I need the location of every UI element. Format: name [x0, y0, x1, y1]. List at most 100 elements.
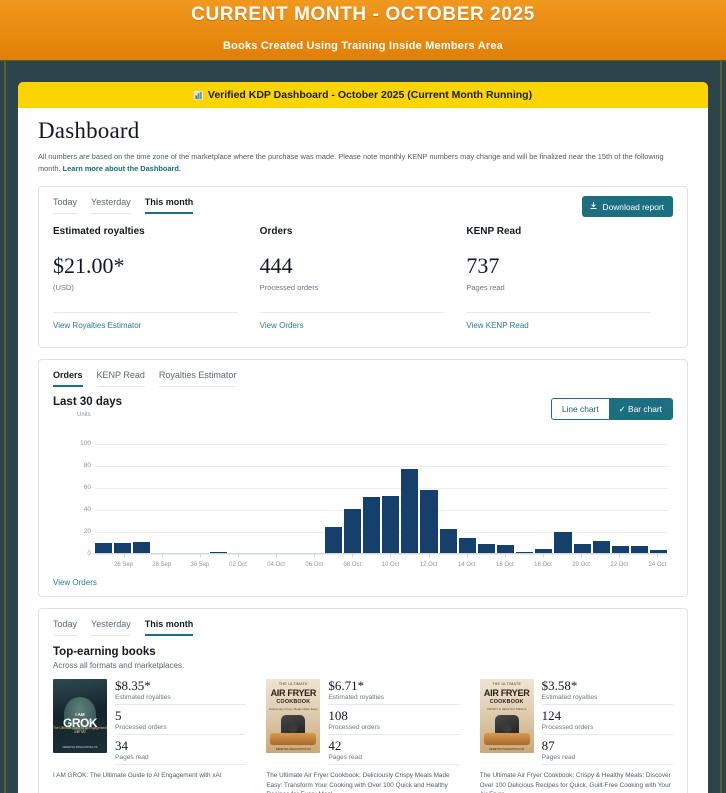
metric-estimated-royalties: Estimated royalties $21.00* (USD) View R…	[53, 226, 260, 333]
metric-value: 444	[259, 253, 293, 278]
chart-bar[interactable]	[362, 496, 381, 554]
tab-this-month[interactable]: This month	[144, 197, 193, 214]
books-subtitle: Across all formats and marketplaces.	[53, 661, 185, 670]
chart-bar[interactable]	[420, 490, 438, 554]
chart-bar[interactable]	[439, 528, 457, 554]
chart-gridline	[95, 444, 669, 445]
stat-value: 87	[541, 738, 555, 753]
stat-label: Estimated royalties	[115, 694, 247, 705]
cover-author: DEMETRA PANAGOPOULOS	[275, 748, 311, 751]
chart-bar[interactable]	[209, 551, 227, 554]
bar-chart-button[interactable]: ✓ Bar chart	[608, 399, 672, 419]
chart-bar[interactable]	[114, 543, 132, 554]
cover-top-text: THE ULTIMATE	[278, 682, 308, 686]
chart-bar[interactable]	[592, 540, 610, 554]
metric-unit: (USD)	[53, 283, 74, 292]
tab-orders[interactable]: Orders	[53, 370, 83, 387]
stat-label: Processed orders	[541, 724, 673, 735]
chart-bar[interactable]	[133, 541, 151, 554]
cover-food-image	[483, 733, 530, 745]
stat-label: Pages read	[328, 754, 460, 765]
stat-label: Pages read	[115, 754, 247, 765]
chart-bar[interactable]	[516, 551, 534, 554]
chart-tabs: Orders KENP Read Royalties Estimator	[39, 360, 687, 387]
stat-pages: 42 Pages read	[328, 739, 460, 765]
metric-unit: Pages read	[466, 283, 505, 292]
download-report-label: Download report	[602, 201, 664, 212]
stat-label: Processed orders	[328, 724, 460, 735]
orders-bar-chart: Units 0 20 40 60 80 100 26 Sep 28 Sep 30 Sep 02 …	[57, 412, 669, 568]
chart-bar[interactable]	[496, 545, 515, 554]
chart-bar[interactable]	[573, 544, 591, 554]
dashboard-card: Dashboard All numbers are based on the t…	[18, 108, 708, 793]
stat-label: Estimated royalties	[328, 694, 460, 705]
line-chart-button[interactable]: Line chart	[551, 399, 609, 419]
grok-face-icon	[64, 696, 96, 731]
chart-bar[interactable]	[324, 526, 342, 554]
stat-royalties: $6.71* Estimated royalties	[328, 679, 460, 705]
books-tab-today[interactable]: Today	[53, 619, 78, 636]
chart-y-tick: 20	[83, 528, 91, 535]
stat-label: Pages read	[541, 754, 673, 765]
download-report-button[interactable]: Download report	[581, 196, 673, 217]
metric-kenp-read: KENP Read 737 Pages read View KENP Read	[466, 226, 673, 333]
stat-royalties: $8.35* Estimated royalties	[115, 679, 247, 705]
books-tab-this-month[interactable]: This month	[144, 619, 193, 636]
cover-author: DEMETRA PANAGOPOULOS	[489, 748, 525, 751]
chart-bar[interactable]	[554, 532, 572, 554]
bar-chart-label: Bar chart	[628, 404, 662, 414]
book-card[interactable]: THE ULTIMATE AIR FRYER COOKBOOK Deliciou…	[266, 679, 460, 793]
book-title: The Ultimate Air Fryer Cookbook: Crispy …	[479, 772, 671, 793]
stat-label: Processed orders	[115, 724, 247, 735]
cover-main-text-2: COOKBOOK	[276, 699, 311, 705]
stat-value: 108	[328, 708, 348, 723]
chart-bar[interactable]	[401, 469, 419, 554]
tab-kenp-read[interactable]: KENP Read	[96, 370, 146, 387]
verified-dashboard-bar: Verified KDP Dashboard - October 2025 (C…	[18, 82, 708, 108]
cover-main-text: AIR FRYER	[270, 688, 317, 698]
check-icon: ✓	[618, 404, 626, 414]
chart-bar[interactable]	[477, 544, 495, 554]
metric-divider	[466, 312, 652, 313]
metric-unit: Processed orders	[259, 283, 319, 292]
stat-pages: 87 Pages read	[541, 738, 673, 765]
chart-bar[interactable]	[343, 508, 361, 554]
metric-label: Estimated royalties	[53, 226, 145, 237]
top-earning-books-panel: Today Yesterday This month Top-earning b…	[38, 608, 688, 793]
book-card[interactable]: THE ULTIMATE AIR FRYER COOKBOOK CRISPY &…	[479, 679, 673, 793]
cover-subtitle: CRISPY & HEALTHY MEALS	[486, 707, 527, 711]
tab-today[interactable]: Today	[53, 197, 78, 214]
chart-bar[interactable]	[382, 495, 400, 554]
stat-orders: 108 Processed orders	[328, 708, 460, 735]
metric-value: $21.00*	[53, 253, 125, 278]
books-tab-yesterday[interactable]: Yesterday	[91, 619, 131, 636]
view-orders-link[interactable]: View Orders	[259, 321, 304, 330]
tab-yesterday[interactable]: Yesterday	[91, 197, 131, 214]
chart-bar[interactable]	[95, 543, 113, 554]
metrics-row: Estimated royalties $21.00* (USD) View R…	[39, 214, 687, 347]
cover-author: DEMETRA PANAGOPOULOS	[62, 746, 98, 749]
view-royalties-estimator-link[interactable]: View Royalties Estimator	[53, 321, 142, 330]
chart-bar[interactable]	[458, 537, 476, 554]
promo-title: CURRENT MONTH - OCTOBER 2025	[191, 4, 535, 25]
cover-top-text: I AM	[75, 711, 85, 717]
book-stats: $6.71* Estimated royalties 108 Processed…	[328, 679, 460, 765]
tab-royalties-estimator[interactable]: Royalties Estimator	[158, 370, 236, 387]
view-kenp-read-link[interactable]: View KENP Read	[466, 321, 529, 330]
chart-bar[interactable]	[535, 548, 553, 554]
dashboard-description-text: All numbers are based on the time zone o…	[38, 152, 664, 173]
stat-value: 124	[541, 708, 562, 723]
chart-bar[interactable]	[650, 549, 668, 554]
summary-tabs: Today Yesterday This month	[39, 187, 687, 214]
metric-divider	[259, 312, 445, 313]
chart-view-orders-link[interactable]: View Orders	[53, 578, 97, 587]
learn-more-link[interactable]: Learn more about the Dashboard.	[62, 164, 181, 173]
chart-type-toggle: Line chart ✓ Bar chart	[550, 398, 673, 420]
book-card[interactable]: I AM GROK The Ultimate Guide to AI Engag…	[53, 679, 247, 793]
stat-orders: 5 Processed orders	[115, 709, 247, 735]
chart-bar[interactable]	[611, 546, 629, 554]
chart-bar[interactable]	[630, 546, 649, 554]
cover-main-text: AIR FRYER	[483, 688, 530, 698]
dashboard-description: All numbers are based on the time zone o…	[38, 151, 680, 175]
